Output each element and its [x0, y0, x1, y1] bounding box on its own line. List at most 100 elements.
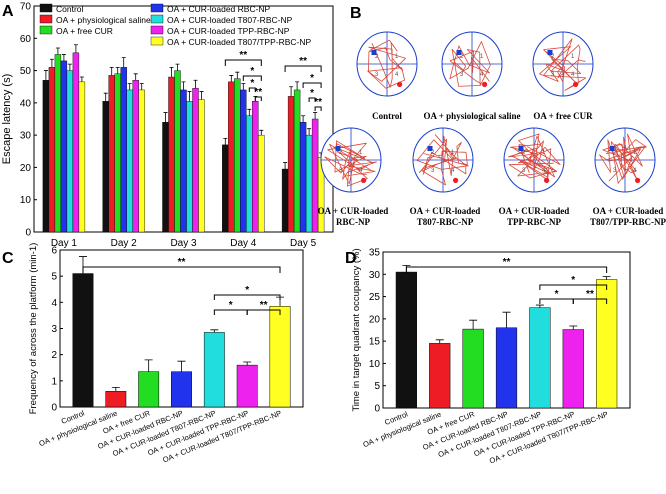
error-bar — [187, 91, 192, 102]
bar-4-3 — [246, 115, 253, 233]
y-tick-label: 25 — [369, 292, 381, 303]
quadrant-number: 1 — [571, 54, 575, 60]
error-bar — [177, 360, 186, 372]
significance-bracket: ** — [572, 289, 608, 304]
significance-mark: ** — [586, 289, 594, 300]
bracket-line — [224, 59, 262, 66]
legend-swatch — [150, 36, 164, 46]
bar-0-0 — [42, 80, 50, 233]
bar-3 — [171, 371, 192, 408]
y-tick-label: 40 — [20, 98, 32, 109]
quadrant-number: 4 — [542, 168, 546, 174]
bar-1-3 — [228, 81, 235, 233]
bracket-line — [82, 266, 281, 273]
y-tick-label: 60 — [20, 34, 32, 45]
bar-1-1 — [108, 75, 115, 233]
swim-track — [599, 133, 647, 184]
quadrant-number: 2 — [339, 150, 343, 156]
bar-1-0 — [48, 67, 56, 233]
platform-marker — [427, 146, 433, 151]
significance-mark: * — [571, 275, 575, 286]
platform-marker — [609, 146, 615, 151]
legend-label: OA + physiological saline — [56, 15, 151, 25]
y-tick-label: 10 — [20, 195, 32, 206]
significance-bracket: ** — [314, 97, 322, 111]
bar-6-3 — [258, 134, 265, 233]
start-marker — [573, 81, 579, 87]
significance-mark: ** — [260, 300, 268, 311]
significance-mark: ** — [178, 257, 186, 268]
bracket-line — [254, 96, 262, 101]
bar-5 — [236, 364, 258, 408]
bar-6-0 — [78, 81, 86, 233]
swim-track — [449, 41, 491, 87]
bar-4-0 — [66, 70, 74, 233]
start-marker — [635, 177, 641, 183]
platform-marker — [518, 146, 524, 151]
y-tick-label: 20 — [369, 314, 381, 325]
pool-label: OA + CUR-loaded — [499, 206, 570, 216]
swim-pool-0: 1 2 3 4 Control — [356, 31, 418, 121]
bar-6 — [269, 306, 291, 408]
bar-0-4 — [281, 168, 289, 233]
quadrant-number: 1 — [542, 150, 546, 156]
bracket-line — [314, 106, 322, 111]
bracket-line — [405, 266, 608, 273]
error-bar — [435, 339, 444, 344]
legend-swatch — [150, 25, 164, 35]
error-bar — [127, 83, 132, 90]
panel-b-swim-tracks: 1 2 3 4 Control 1 2 3 4 OA + physiological saline… — [318, 31, 666, 227]
significance-bracket: * — [539, 289, 574, 304]
error-bar — [241, 83, 246, 90]
quadrant-number: 1 — [633, 150, 637, 156]
legend-label: OA + free CUR — [56, 26, 113, 36]
quadrant-number: 4 — [571, 72, 575, 78]
error-bar — [223, 137, 228, 145]
y-tick-label: 50 — [20, 66, 32, 77]
error-bar — [79, 76, 84, 82]
error-bar — [469, 319, 478, 330]
quadrant-number: 2 — [551, 54, 555, 60]
swim-track — [324, 140, 377, 187]
significance-bracket: * — [213, 285, 281, 300]
y-tick-label: 3 — [51, 324, 57, 335]
significance-bracket: * — [302, 73, 322, 88]
bar-4 — [529, 307, 551, 409]
legend-label: Control — [56, 4, 84, 14]
error-bar — [301, 115, 306, 123]
significance-bracket: * — [539, 275, 608, 290]
panel-letter-c: C — [2, 250, 14, 267]
y-tick-label: 2 — [51, 350, 57, 361]
significance-mark: * — [555, 289, 559, 300]
swim-pool-1: 1 2 3 4 OA + physiological saline — [424, 31, 520, 121]
error-bar — [259, 129, 264, 136]
bar-5-3 — [252, 101, 259, 233]
x-tick-label: Day 2 — [111, 238, 138, 249]
start-marker — [397, 81, 403, 87]
error-bar — [313, 112, 318, 119]
bar-5 — [562, 329, 584, 409]
bar-4 — [203, 332, 225, 408]
quadrant-number: 4 — [480, 72, 484, 78]
error-bar — [121, 57, 126, 68]
pool-label: TPP-RBC-NP — [507, 217, 561, 227]
significance-bracket: ** — [254, 87, 262, 101]
bar-5-2 — [192, 88, 199, 233]
y-tick-label: 0 — [51, 403, 57, 414]
y-tick-label: 70 — [20, 2, 32, 13]
error-bar — [43, 70, 48, 81]
y-tick-label: 5 — [51, 272, 57, 283]
quadrant-number: 3 — [375, 72, 379, 78]
y-axis-label: Frequency of across the platform (min-1) — [28, 243, 39, 415]
bar-1-2 — [168, 76, 175, 233]
quadrant-number: 3 — [522, 168, 526, 174]
bar-6-2 — [198, 99, 205, 233]
quadrant-number: 3 — [339, 168, 343, 174]
quadrant-number: 2 — [375, 54, 379, 60]
error-bar — [139, 83, 144, 90]
y-tick-label: 15 — [369, 337, 381, 348]
bar-5-0 — [72, 52, 80, 233]
pool-label: OA + CUR-loaded — [410, 206, 481, 216]
